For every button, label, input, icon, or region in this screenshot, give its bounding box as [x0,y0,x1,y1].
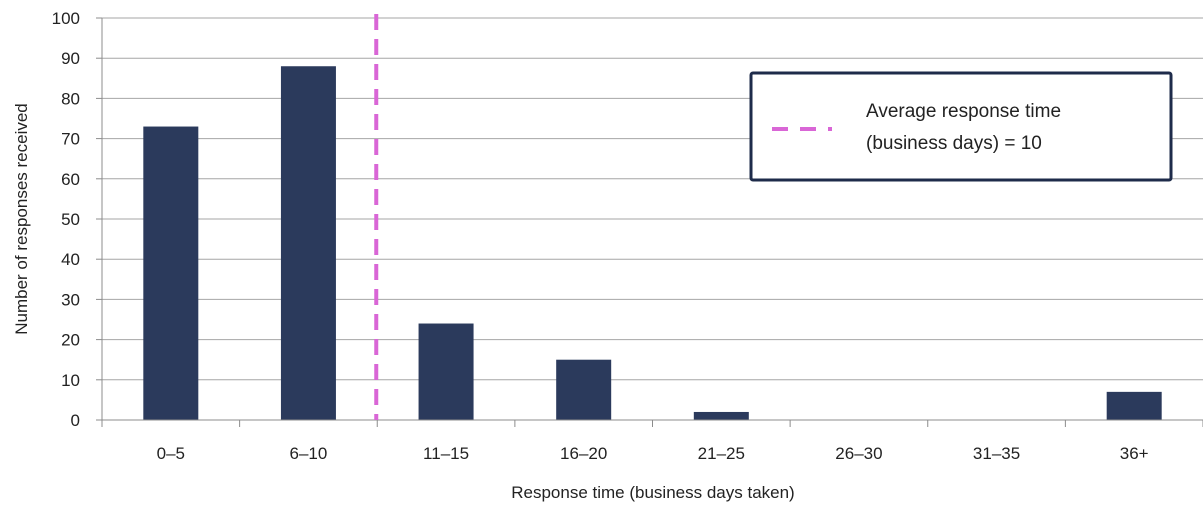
legend-label-line-2: (business days) = 10 [866,133,1042,154]
legend: Average response time (business days) = … [749,71,1173,182]
bars [143,66,1162,421]
x-tick-labels: 0–5 6–10 11–15 16–20 21–25 26–30 31–35 36+ [157,444,1149,463]
y-tick-label: 90 [61,49,80,68]
bar-8 [1106,391,1162,420]
legend-box [749,71,1173,182]
x-tick-label: 11–15 [423,444,469,463]
x-tick-label: 21–25 [698,444,745,463]
y-tick-label: 10 [61,371,80,390]
y-tick-label: 100 [52,9,80,28]
y-tick-labels: 0 10 20 30 40 50 60 70 80 90 100 [52,9,80,430]
x-tick-label: 36+ [1120,444,1149,463]
y-tick-label: 30 [61,290,80,309]
x-tick-label: 26–30 [835,444,882,463]
y-tick-label: 40 [61,250,80,269]
x-tick-label: 0–5 [157,444,185,463]
y-tick-label: 70 [61,130,80,149]
axes [96,17,1203,427]
y-tick-label: 80 [61,89,80,108]
y-tick-label: 50 [61,210,80,229]
x-tick-label: 16–20 [560,444,607,463]
y-axis-label: Number of responses received [12,103,31,335]
y-tick-label: 20 [61,331,80,350]
bar-3 [418,323,474,420]
x-tick-label: 31–35 [973,444,1020,463]
x-axis-label: Response time (business days taken) [511,483,794,502]
bar-2 [280,66,336,421]
x-tick-label: 6–10 [290,444,328,463]
bar-1 [143,126,199,420]
legend-label-line-1: Average response time [866,101,1061,122]
y-tick-label: 60 [61,170,80,189]
bar-4 [556,359,612,420]
bar-5 [693,411,749,420]
y-tick-label: 0 [71,411,80,430]
